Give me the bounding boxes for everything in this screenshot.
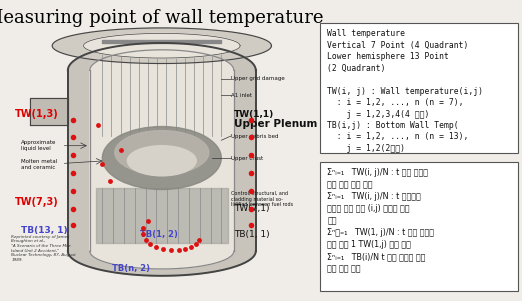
Text: Reprinted courtesy of James
Broughton et al.,
"A Scenario of the Three Mile
Isla: Reprinted courtesy of James Broughton et… (11, 235, 76, 262)
Text: Σⁿᵵ₌₁   TW(1, j)/N : t 시점 원자로: Σⁿᵵ₌₁ TW(1, j)/N : t 시점 원자로 (327, 228, 434, 237)
Ellipse shape (102, 126, 221, 190)
Text: : i = 1,2, ..., n (n = 7),: : i = 1,2, ..., n (n = 7), (327, 98, 464, 107)
Text: (2 Quadrant): (2 Quadrant) (327, 64, 386, 73)
FancyBboxPatch shape (320, 162, 518, 291)
Text: j = 1,2(2분면): j = 1,2(2분면) (327, 144, 405, 153)
Text: Upper debris bed: Upper debris bed (231, 134, 278, 139)
Text: TB(1, 1): TB(1, 1) (234, 230, 269, 239)
Text: A1 inlet: A1 inlet (231, 92, 252, 98)
Text: 원자로 벽면 상부 (i,j) 위치의 온도: 원자로 벽면 상부 (i,j) 위치의 온도 (327, 204, 410, 213)
Text: Lower hemisphere 13 Point: Lower hemisphere 13 Point (327, 52, 449, 61)
Text: Measuring point of wall temperature: Measuring point of wall temperature (0, 9, 323, 27)
Text: Vertical 7 Point (4 Quadrant): Vertical 7 Point (4 Quadrant) (327, 41, 469, 50)
Text: : i = 1,2, ..., n (n = 13),: : i = 1,2, ..., n (n = 13), (327, 132, 469, 141)
Polygon shape (84, 33, 240, 58)
FancyBboxPatch shape (320, 23, 518, 153)
Text: TW(1,3): TW(1,3) (15, 109, 58, 119)
Text: Wall temperature: Wall temperature (327, 29, 405, 39)
Ellipse shape (115, 131, 209, 175)
Text: TW(7,1): TW(7,1) (234, 204, 269, 213)
Text: TW(i, j) : Wall temperature(i,j): TW(i, j) : Wall temperature(i,j) (327, 87, 483, 96)
Text: TW(1,1): TW(1,1) (234, 110, 274, 119)
Text: Molten metal
and ceramic: Molten metal and ceramic (21, 160, 57, 170)
Ellipse shape (127, 146, 196, 176)
Text: Control, structural, and
cladding material so-
lidified between fuel rods: Control, structural, and cladding materi… (231, 191, 293, 207)
Text: Upper crust: Upper crust (231, 156, 263, 160)
Text: Σⁿᵢ₌₁   TB(i)/N t 시점 원자로 하부: Σⁿᵢ₌₁ TB(i)/N t 시점 원자로 하부 (327, 252, 425, 261)
Text: Σⁿᵢ₌₁   TW(i, j)/N : t 시점까지: Σⁿᵢ₌₁ TW(i, j)/N : t 시점까지 (327, 192, 421, 201)
Text: Σⁿᵢ₌₁   TW(i, j)/N : t 시점 원자로: Σⁿᵢ₌₁ TW(i, j)/N : t 시점 원자로 (327, 168, 428, 177)
Text: TB(1, 2): TB(1, 2) (140, 230, 178, 239)
Text: TB(13, 1): TB(13, 1) (21, 225, 67, 234)
Text: 벽면 온도 평균: 벽면 온도 평균 (327, 264, 361, 273)
Text: Approximate
liquid level: Approximate liquid level (21, 140, 56, 151)
Text: TW(7,3): TW(7,3) (15, 197, 58, 207)
Text: 벽면 상부 온도 평균: 벽면 상부 온도 평균 (327, 180, 373, 189)
Text: j = 1,2,3,4(4 분면): j = 1,2,3,4(4 분면) (327, 110, 430, 119)
Polygon shape (52, 28, 271, 64)
Text: 평균: 평균 (327, 216, 337, 225)
Text: 벽면 상부 1 TW(1,j) 온도 평균: 벽면 상부 1 TW(1,j) 온도 평균 (327, 240, 411, 249)
Polygon shape (90, 50, 234, 269)
Polygon shape (30, 98, 68, 125)
Text: TB(n, 2): TB(n, 2) (112, 265, 149, 274)
Text: Upper Plenum: Upper Plenum (234, 119, 317, 129)
Text: Upper grid damage: Upper grid damage (231, 76, 284, 81)
Text: TB(i,j) : Bottom Wall Temp(: TB(i,j) : Bottom Wall Temp( (327, 121, 459, 130)
Polygon shape (68, 43, 256, 276)
